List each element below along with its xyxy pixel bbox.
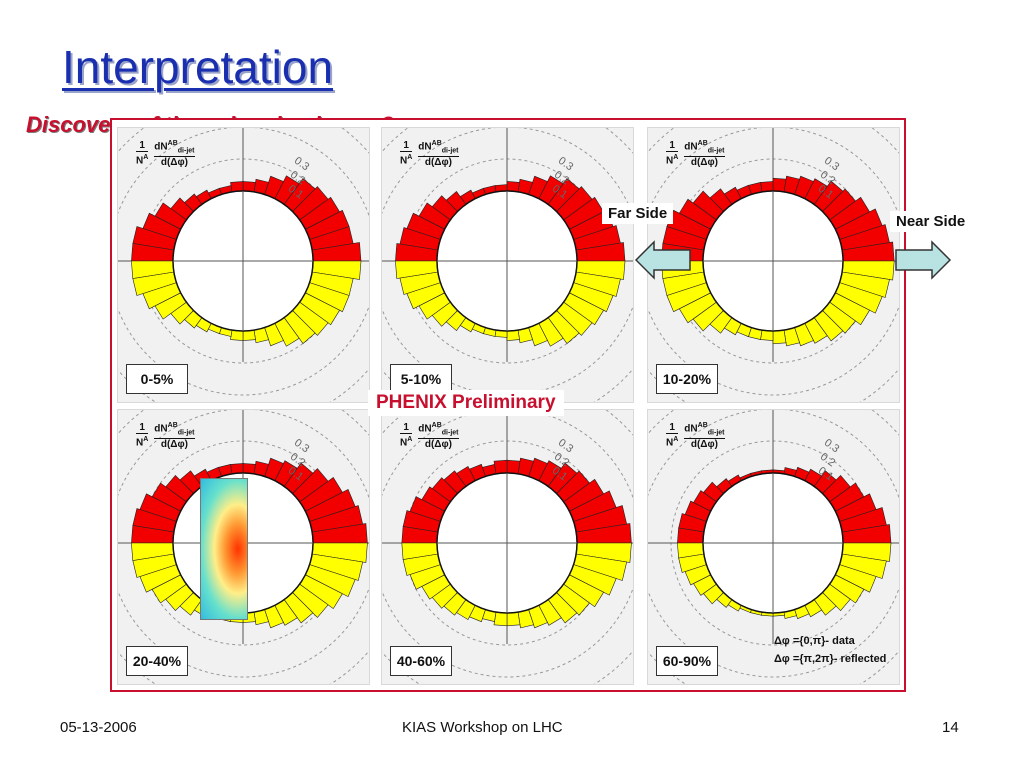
legend-data: Δφ ={0,π}- data [774,635,855,647]
polar-panel: 0.1 0.2 0.3 1 NA dNABdi-jet d(Δφ) 0-5% [117,127,370,403]
ring-circle [648,410,899,678]
far-side-arrow-icon [634,240,691,280]
centrality-label: 60-90% [656,646,718,676]
legend-reflected: Δφ ={π,2π}- reflected [774,653,887,665]
polar-plot [382,410,633,684]
data-bar [772,177,787,193]
legend: Δφ ={0,π}- data Δφ ={π,2π}- reflected [774,632,886,668]
footer-page: 14 [942,719,959,736]
page-title: Interpretation [62,41,334,93]
centrality-label: 10-20% [656,364,718,394]
polar-panel: 0.1 0.2 0.3 1 NA dNABdi-jet d(Δφ) 60-90% [647,409,900,685]
footer-event: KIAS Workshop on LHC [402,719,563,736]
shockwave-simulation-image [200,478,248,620]
near-side-arrow-icon [895,240,952,280]
y-axis-label: 1 NA dNABdi-jet d(Δφ) [400,140,459,169]
reflected-bar [772,329,787,345]
polar-panel: 0.1 0.2 0.3 1 NA dNABdi-jet d(Δφ) 5-10% [381,127,634,403]
data-bar [506,459,521,475]
y-axis-label: 1 NA dNABdi-jet d(Δφ) [136,422,195,451]
centrality-label: 40-60% [390,646,452,676]
polar-plot [118,128,369,402]
footer-date: 05-13-2006 [60,719,137,736]
centrality-label: 0-5% [126,364,188,394]
y-axis-label: 1 NA dNABdi-jet d(Δφ) [400,422,459,451]
ring-circle [648,128,899,396]
reflected-bar [506,611,521,627]
ring-circle [382,410,633,678]
y-axis-label: 1 NA dNABdi-jet d(Δφ) [136,140,195,169]
far-side-label: Far Side [602,203,674,224]
polar-plot [382,128,633,402]
ring-circle [118,410,369,678]
phenix-preliminary-label: PHENIX Preliminary [368,390,564,416]
ring-circle [118,128,369,396]
y-axis-label: 1 NA dNABdi-jet d(Δφ) [666,422,725,451]
polar-panel: 0.1 0.2 0.3 1 NA dNABdi-jet d(Δφ) 40-60% [381,409,634,685]
near-side-label: Near Side [890,211,972,232]
y-axis-label: 1 NA dNABdi-jet d(Δφ) [666,140,725,169]
centrality-label: 20-40% [126,646,188,676]
polar-plot [648,410,899,684]
